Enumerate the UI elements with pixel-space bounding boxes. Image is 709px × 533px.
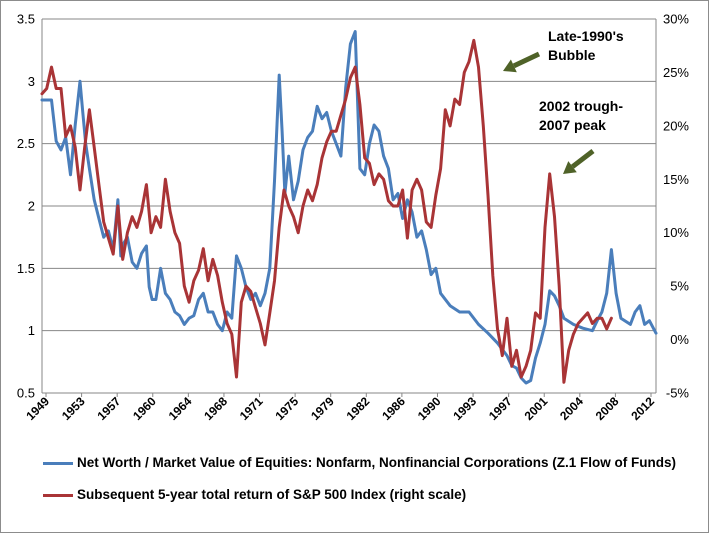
annotation-text: Late-1990's xyxy=(548,28,624,44)
right-axis-ticks: -5% 0% 5% 10% 15% 20% 25% 30% xyxy=(663,12,689,401)
right-tick-label: 5% xyxy=(670,279,689,294)
x-tick-label: 1993 xyxy=(450,394,479,423)
right-tick-label: 10% xyxy=(663,225,689,240)
x-tick-label: 1968 xyxy=(201,394,230,423)
x-tick-label: 2004 xyxy=(557,394,586,423)
legend-swatch-blue xyxy=(43,462,73,465)
gridlines xyxy=(41,18,657,394)
x-tick-label: 1953 xyxy=(59,394,88,423)
x-tick-label: 1964 xyxy=(166,394,195,423)
right-tick-label: 20% xyxy=(663,118,689,133)
right-tick-label: 25% xyxy=(663,65,689,80)
legend-swatch-red xyxy=(43,494,73,497)
left-tick-label: 2 xyxy=(28,199,35,214)
right-tick-label: 15% xyxy=(663,172,689,187)
annotation-arrow-head xyxy=(503,59,517,73)
x-tick-label: 1982 xyxy=(344,394,373,423)
chart-plot-svg: 0.5 1 1.5 2 2.5 3 3.5 -5% 0% 5% 10% 15% 20% 25% 30% 1… xyxy=(17,12,690,424)
left-tick-label: 1 xyxy=(28,323,35,338)
annotation-text: Bubble xyxy=(548,47,596,63)
right-tick-label: 0% xyxy=(670,332,689,347)
legend-item-net-worth: Net Worth / Market Value of Equities: No… xyxy=(43,453,693,473)
left-tick-label: 0.5 xyxy=(17,386,35,401)
left-axis-ticks: 0.5 1 1.5 2 2.5 3 3.5 xyxy=(17,12,35,401)
legend-label-sp500-return: Subsequent 5-year total return of S&P 50… xyxy=(77,487,467,502)
x-axis-ticks: 1949 1953 1957 1960 1964 1968 1971 1975 1979 1982… xyxy=(23,393,657,423)
right-tick-label: 30% xyxy=(663,12,689,27)
left-tick-label: 1.5 xyxy=(17,261,35,276)
x-tick-label: 1986 xyxy=(379,394,408,423)
x-tick-label: 1979 xyxy=(308,394,337,423)
left-tick-label: 2.5 xyxy=(17,136,35,151)
left-tick-label: 3.5 xyxy=(17,12,35,27)
annotation-arrow-shaft xyxy=(571,149,595,169)
x-tick-label: 1975 xyxy=(272,394,301,423)
x-tick-label: 1960 xyxy=(130,394,159,423)
left-tick-label: 3 xyxy=(28,74,35,89)
annotation-arrow-shaft xyxy=(512,51,541,69)
annotation-text: 2002 trough- xyxy=(539,98,623,114)
series-line-sp500-return xyxy=(40,38,613,384)
x-tick-label: 2008 xyxy=(593,394,622,423)
x-tick-label: 1957 xyxy=(95,394,124,423)
annotation-text: 2007 peak xyxy=(539,117,606,133)
x-tick-label: 1990 xyxy=(415,394,444,423)
x-tick-label: 1971 xyxy=(237,394,266,423)
legend: Net Worth / Market Value of Equities: No… xyxy=(43,453,693,505)
x-tick-label: 1997 xyxy=(486,394,515,423)
series-line-net-worth xyxy=(40,30,658,385)
x-tick-label: 2012 xyxy=(628,394,657,423)
legend-item-sp500-return: Subsequent 5-year total return of S&P 50… xyxy=(43,485,693,505)
right-tick-label: -5% xyxy=(666,386,690,401)
x-tick-label: 2001 xyxy=(522,394,551,423)
series-lines xyxy=(40,30,658,385)
annotation-arrow-head xyxy=(563,161,577,174)
annotations: Late-1990's Bubble 2002 trough- 2007 peak xyxy=(503,28,624,174)
legend-label-net-worth: Net Worth / Market Value of Equities: No… xyxy=(77,455,677,470)
